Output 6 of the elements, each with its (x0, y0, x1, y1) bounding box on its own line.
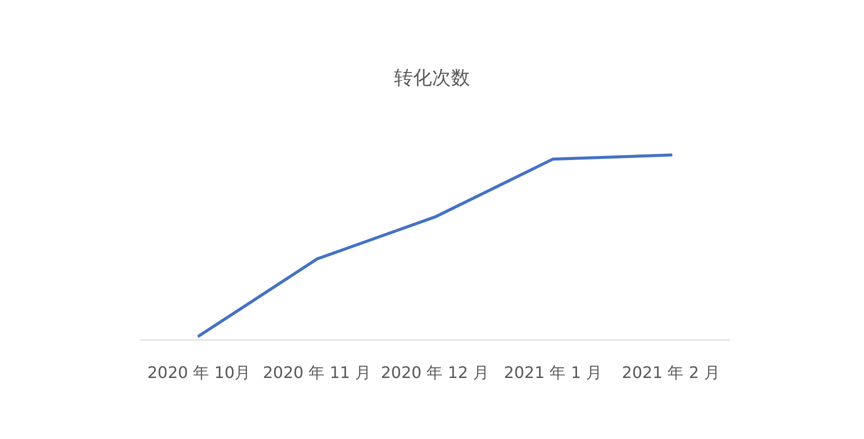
x-tick-label: 2020 年 11 月 (262, 363, 372, 382)
chart-title: 转化次数 (394, 67, 470, 89)
x-tick-label: 2021 年 1 月 (504, 363, 602, 382)
x-tick-label: 2020 年 10月 (147, 363, 251, 382)
x-tick-label: 2021 年 2 月 (622, 363, 720, 382)
x-tick-label: 2020 年 12 月 (380, 363, 490, 382)
